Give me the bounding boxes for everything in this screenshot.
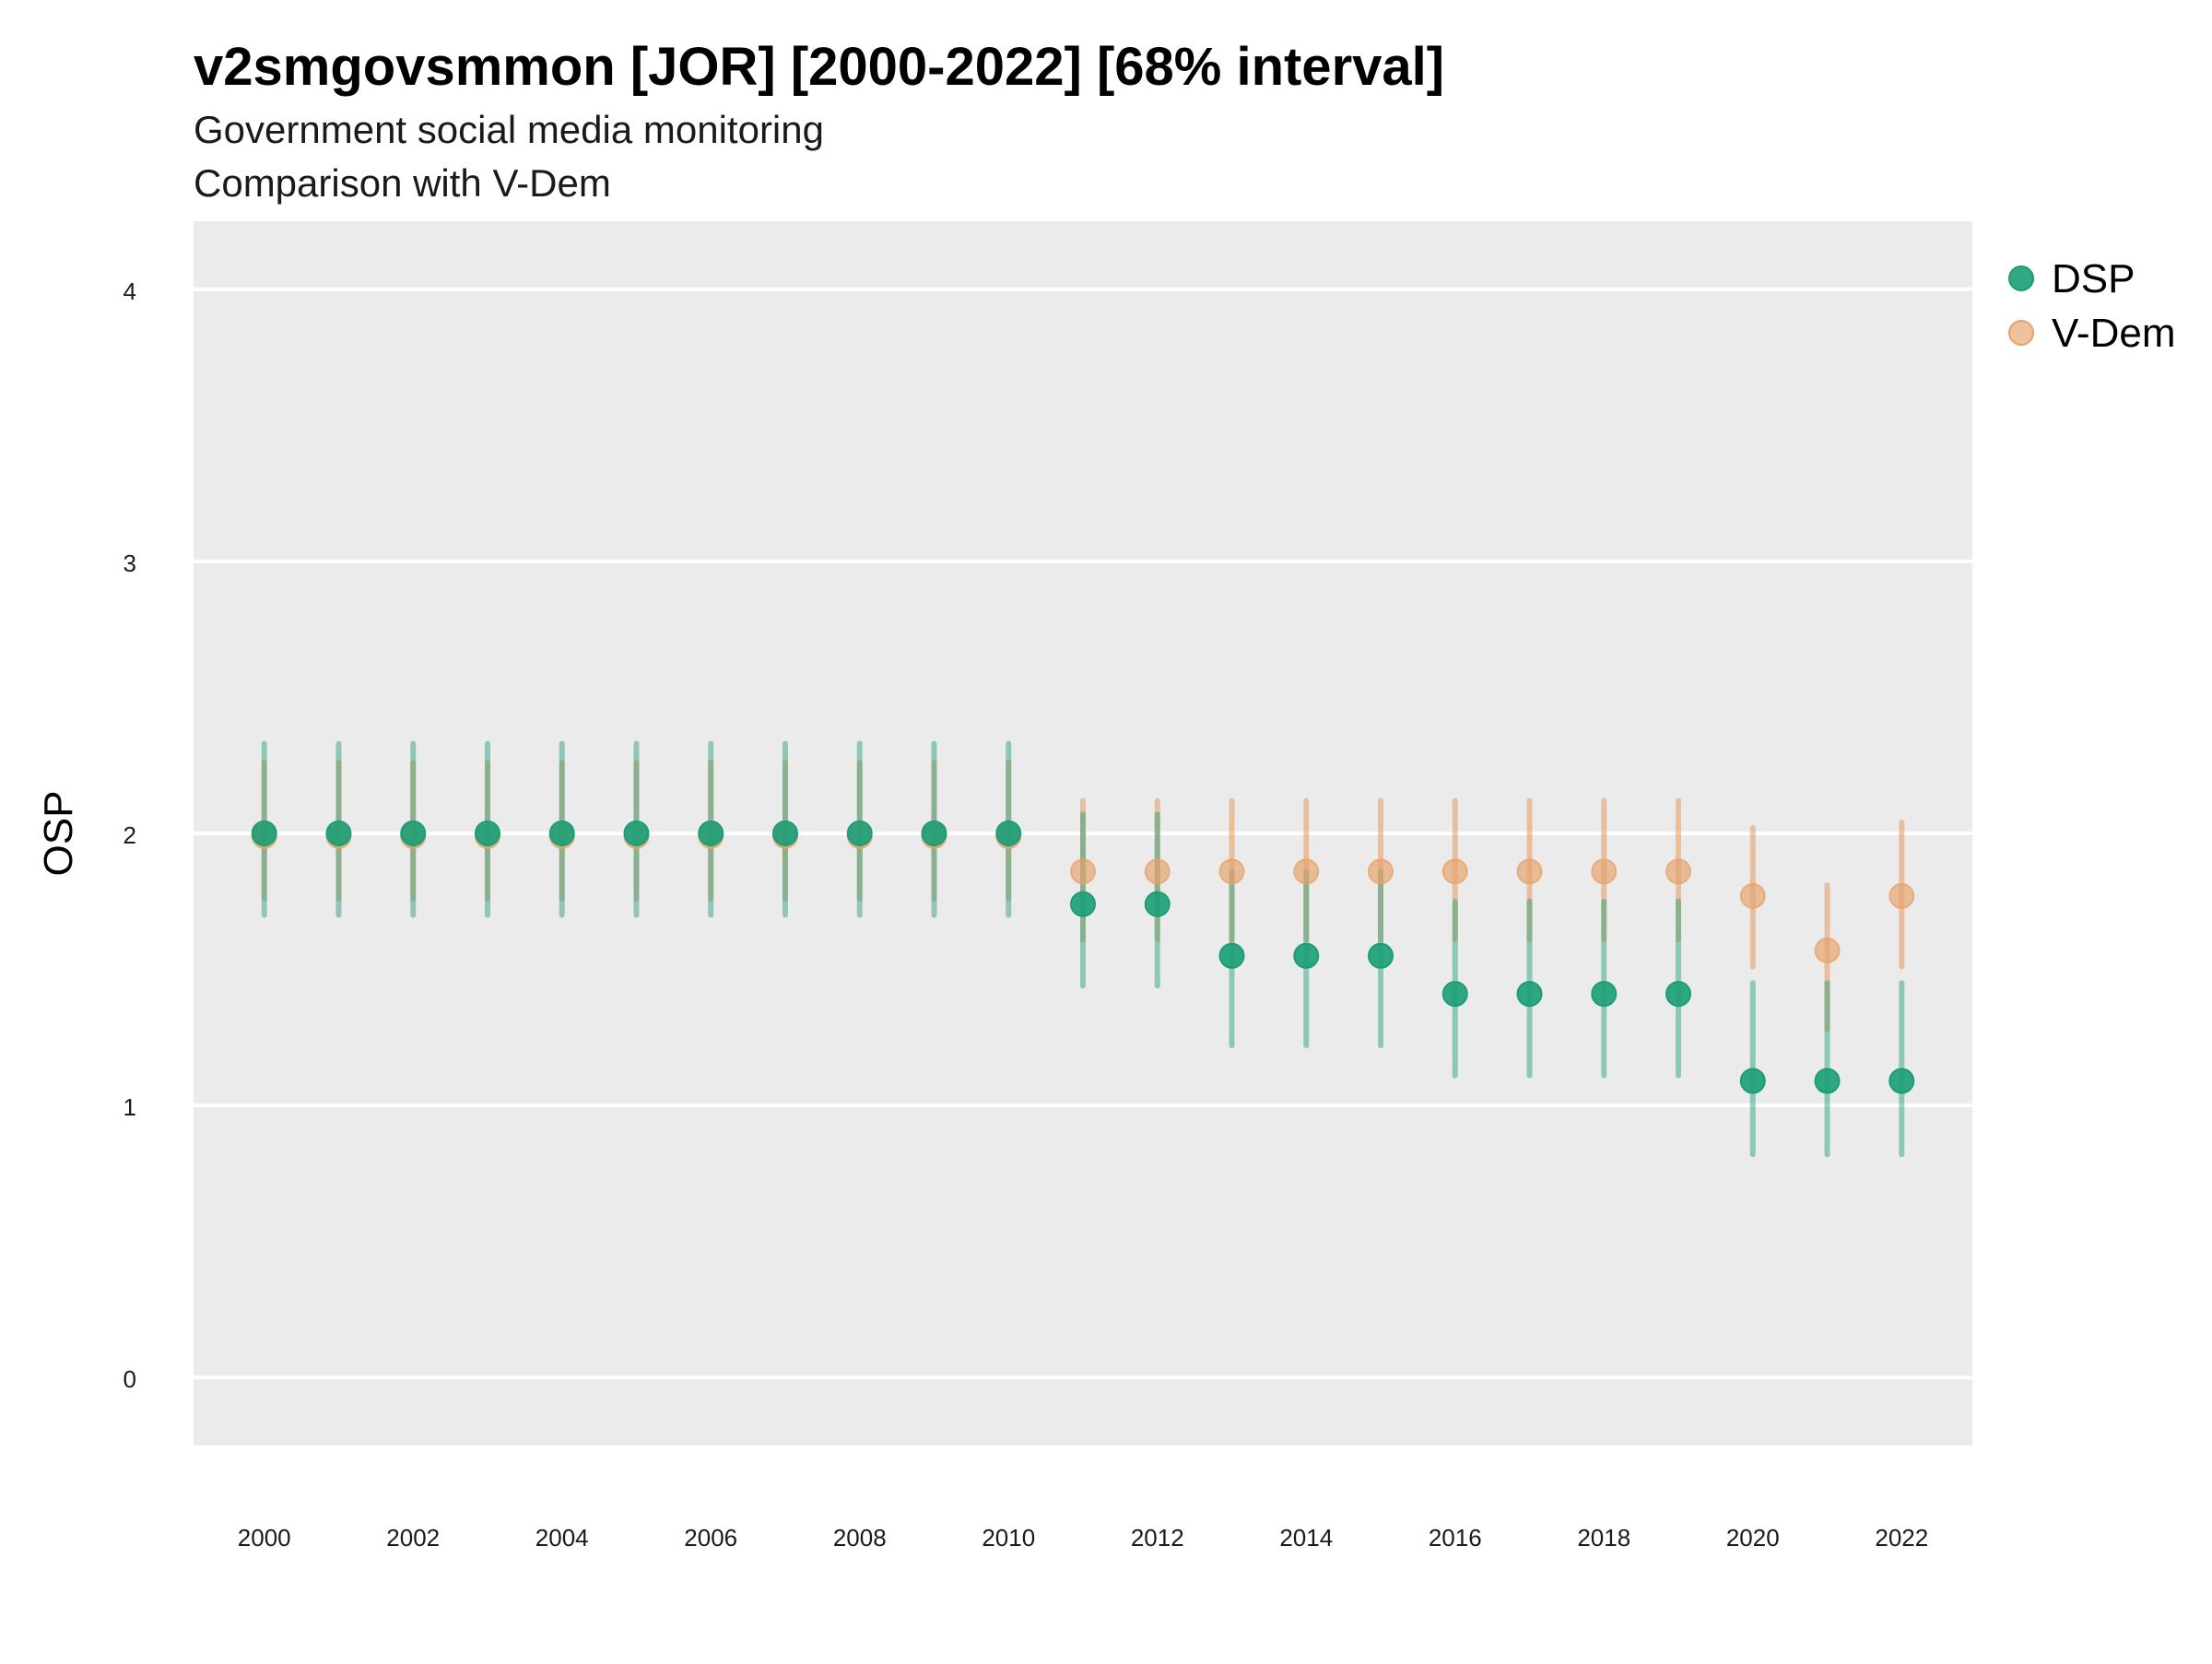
point-v-dem-2018 bbox=[1591, 858, 1618, 885]
point-dsp-2005 bbox=[623, 820, 650, 846]
point-dsp-2019 bbox=[1665, 981, 1692, 1008]
point-dsp-2007 bbox=[771, 820, 798, 846]
point-v-dem-2020 bbox=[1739, 882, 1766, 909]
y-axis-tick-labels: 0 1 2 3 4 bbox=[124, 277, 136, 1393]
x-axis-tick-labels: 2000 2002 2004 2006 2008 2010 2012 2014 2016 2018… bbox=[238, 1524, 1928, 1552]
legend-label-v-dem: V-Dem bbox=[2052, 311, 2175, 356]
point-dsp-2008 bbox=[846, 820, 873, 846]
legend: DSP V-Dem bbox=[2008, 256, 2175, 356]
point-dsp-2001 bbox=[325, 820, 352, 846]
point-dsp-2018 bbox=[1591, 981, 1618, 1008]
y-axis-label: OSP bbox=[36, 791, 81, 877]
x-tick-label-2002: 2002 bbox=[386, 1524, 440, 1552]
x-tick-label-2010: 2010 bbox=[982, 1524, 1035, 1552]
point-v-dem-2019 bbox=[1665, 858, 1692, 885]
chart-subtitle-line-2: Comparison with V-Dem bbox=[194, 161, 611, 205]
x-tick-label-2018: 2018 bbox=[1577, 1524, 1630, 1552]
x-tick-label-2000: 2000 bbox=[238, 1524, 291, 1552]
x-tick-label-2016: 2016 bbox=[1429, 1524, 1482, 1552]
point-v-dem-2015 bbox=[1368, 858, 1394, 885]
point-dsp-2003 bbox=[474, 820, 500, 846]
point-dsp-2020 bbox=[1739, 1068, 1766, 1094]
point-v-dem-2011 bbox=[1070, 858, 1096, 885]
point-v-dem-2017 bbox=[1516, 858, 1543, 885]
x-tick-label-2006: 2006 bbox=[684, 1524, 737, 1552]
y-tick-label-1: 1 bbox=[124, 1093, 136, 1121]
point-dsp-2004 bbox=[548, 820, 575, 846]
point-v-dem-2012 bbox=[1144, 858, 1171, 885]
point-dsp-2002 bbox=[400, 820, 427, 846]
legend-key-dsp bbox=[2008, 266, 2034, 291]
legend-key-v-dem bbox=[2008, 320, 2034, 346]
x-tick-label-2004: 2004 bbox=[535, 1524, 589, 1552]
point-v-dem-2014 bbox=[1293, 858, 1320, 885]
x-tick-label-2022: 2022 bbox=[1875, 1524, 1928, 1552]
point-dsp-2022 bbox=[1888, 1068, 1915, 1094]
x-tick-label-2008: 2008 bbox=[833, 1524, 887, 1552]
point-dsp-2021 bbox=[1814, 1068, 1841, 1094]
x-tick-label-2012: 2012 bbox=[1131, 1524, 1184, 1552]
point-dsp-2000 bbox=[251, 820, 277, 846]
chart-title: v2smgovsmmon [JOR] [2000-2022] [68% inte… bbox=[194, 37, 1444, 97]
y-tick-label-4: 4 bbox=[124, 277, 136, 305]
point-dsp-2013 bbox=[1218, 942, 1245, 969]
x-tick-label-2014: 2014 bbox=[1279, 1524, 1333, 1552]
point-dsp-2015 bbox=[1368, 942, 1394, 969]
chart-subtitle-line-1: Government social media monitoring bbox=[194, 108, 824, 151]
point-dsp-2014 bbox=[1293, 942, 1320, 969]
point-v-dem-2022 bbox=[1888, 882, 1915, 909]
point-dsp-2012 bbox=[1144, 891, 1171, 917]
y-tick-label-3: 3 bbox=[124, 549, 136, 577]
point-dsp-2017 bbox=[1516, 981, 1543, 1008]
y-tick-label-0: 0 bbox=[124, 1365, 136, 1393]
point-v-dem-2016 bbox=[1441, 858, 1468, 885]
point-dsp-2011 bbox=[1070, 891, 1096, 917]
point-dsp-2016 bbox=[1441, 981, 1468, 1008]
y-tick-label-2: 2 bbox=[124, 821, 136, 849]
x-tick-label-2020: 2020 bbox=[1726, 1524, 1780, 1552]
point-dsp-2006 bbox=[698, 820, 724, 846]
legend-label-dsp: DSP bbox=[2052, 256, 2135, 301]
data-points bbox=[251, 820, 1915, 1094]
point-v-dem-2021 bbox=[1814, 937, 1841, 963]
point-v-dem-2013 bbox=[1218, 858, 1245, 885]
point-dsp-2009 bbox=[921, 820, 947, 846]
point-dsp-2010 bbox=[995, 820, 1022, 846]
